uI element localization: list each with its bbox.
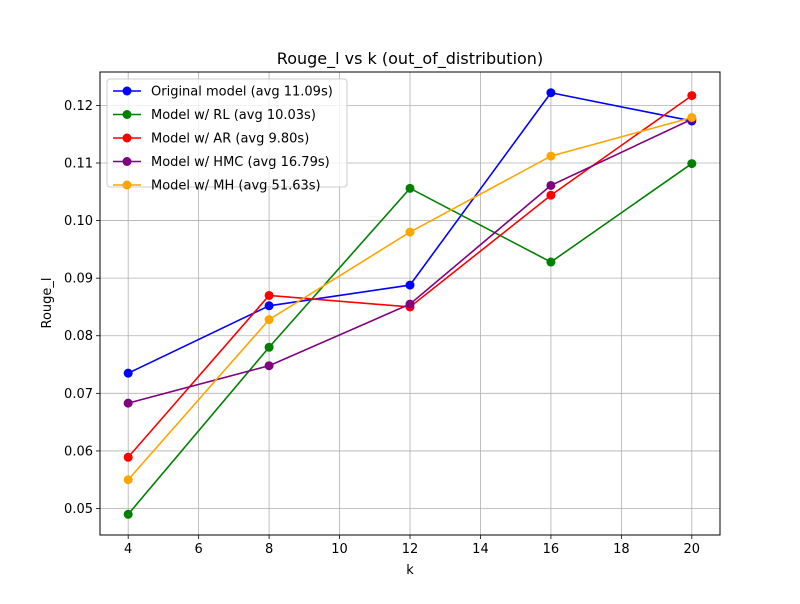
data-point <box>546 257 556 267</box>
y-tick-label: 0.09 <box>64 272 93 287</box>
legend-marker <box>122 110 132 119</box>
y-tick-label: 0.11 <box>64 156 93 171</box>
y-tick-label: 0.06 <box>64 444 93 459</box>
data-point <box>264 342 274 352</box>
data-point <box>264 315 274 325</box>
x-tick-label: 20 <box>684 542 701 557</box>
legend-label: Model w/ MH (avg 51.63s) <box>151 179 321 194</box>
legend-entry: Original model (avg 11.09s) <box>113 85 333 100</box>
chart-title: Rouge_l vs k (out_of_distribution) <box>277 49 543 69</box>
x-tick-label: 10 <box>331 542 348 557</box>
data-point <box>405 227 415 237</box>
x-tick-label: 6 <box>194 542 202 557</box>
legend-label: Original model (avg 11.09s) <box>151 85 333 100</box>
data-point <box>264 361 274 371</box>
y-axis-label: Rouge_l <box>40 277 55 328</box>
y-tick-label: 0.08 <box>64 329 93 344</box>
legend-label: Model w/ HMC (avg 16.79s) <box>151 155 330 170</box>
data-point <box>546 151 556 161</box>
data-point <box>405 280 415 290</box>
data-point <box>546 190 556 200</box>
x-axis-label: k <box>406 563 414 578</box>
legend: Original model (avg 11.09s) Model w/ RL (… <box>106 78 348 194</box>
legend-label: Model w/ AR (avg 9.80s) <box>151 132 309 147</box>
data-point <box>405 299 415 309</box>
data-point <box>546 180 556 190</box>
legend-marker <box>122 86 132 96</box>
y-tick-label: 0.12 <box>64 99 93 114</box>
series <box>123 112 697 485</box>
y-tick-label: 0.10 <box>64 214 93 229</box>
x-tick-label: 4 <box>124 542 132 557</box>
y-tick-label: 0.05 <box>64 502 93 517</box>
y-tick-label: 0.07 <box>64 387 93 402</box>
data-point <box>123 452 133 462</box>
x-tick-label: 18 <box>613 542 630 557</box>
x-tick-label: 12 <box>402 542 419 557</box>
data-point <box>264 290 274 300</box>
x-tick-label: 16 <box>543 542 560 557</box>
legend-marker <box>122 133 132 143</box>
legend-label: Model w/ RL (avg 10.03s) <box>151 108 316 123</box>
data-point <box>123 398 133 408</box>
legend-marker <box>122 157 132 166</box>
x-tick-label: 14 <box>472 542 489 557</box>
data-point <box>546 88 556 98</box>
series <box>123 159 697 519</box>
legend-marker <box>122 180 132 190</box>
data-point <box>687 159 697 169</box>
legend-entry: Model w/ AR (avg 9.80s) <box>113 132 309 147</box>
data-point <box>687 91 697 101</box>
legend-entry: Model w/ RL (avg 10.03s) <box>113 108 316 123</box>
series <box>123 88 697 378</box>
x-tick-label: 8 <box>265 542 273 557</box>
legend-entry: Model w/ MH (avg 51.63s) <box>113 179 321 194</box>
data-point <box>123 368 133 378</box>
data-point <box>687 112 697 122</box>
ticks: 4 6 8 10 12 14 16 18 20 0.05 0.06 0.07 0.08 0.09 0.10 0… <box>64 99 700 557</box>
data-point <box>264 301 274 311</box>
legend-box <box>106 78 348 188</box>
data-point <box>123 475 133 485</box>
data-point <box>123 509 133 519</box>
series-layer <box>123 88 697 519</box>
data-point <box>405 183 415 193</box>
legend-entry: Model w/ HMC (avg 16.79s) <box>113 155 330 170</box>
